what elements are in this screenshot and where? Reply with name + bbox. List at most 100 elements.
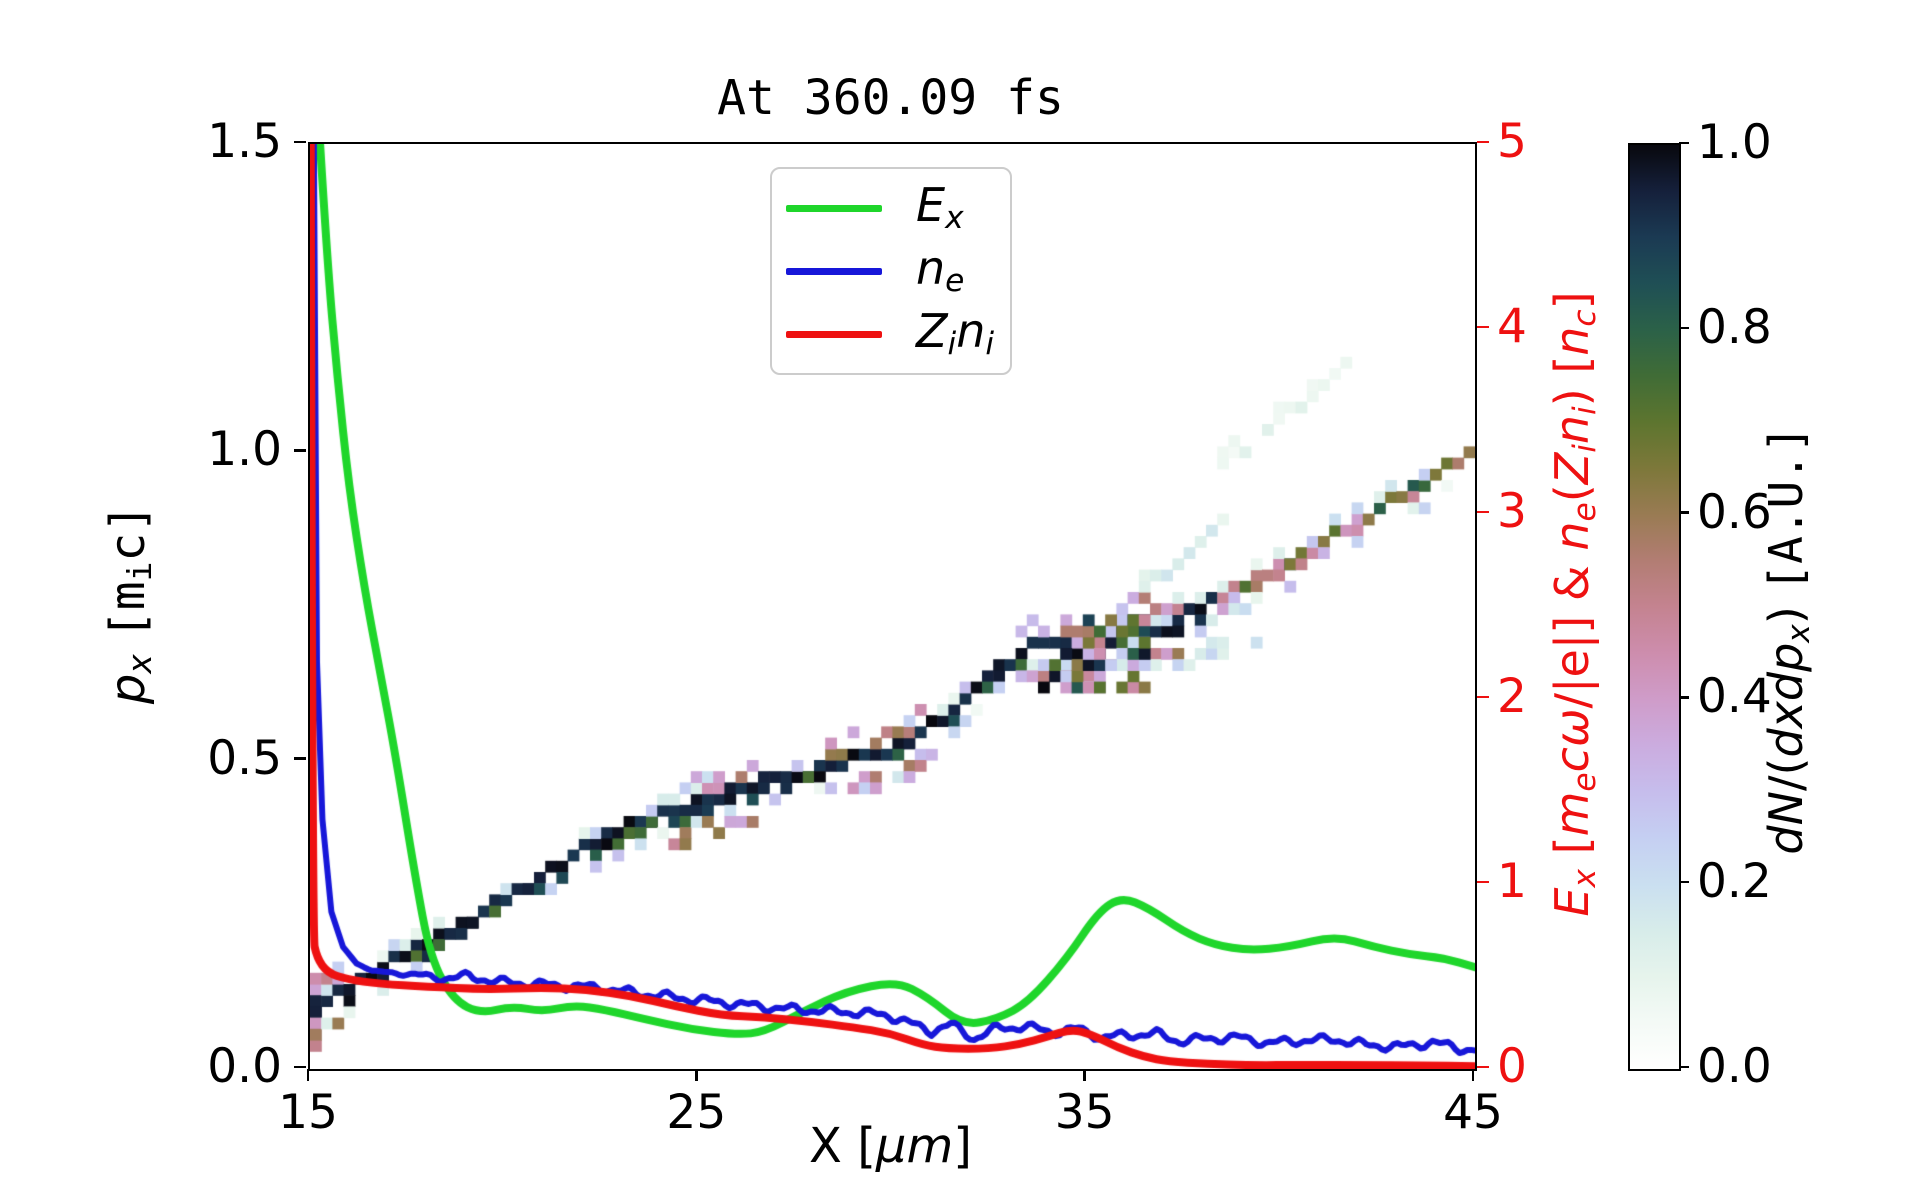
label-segment: [100, 639, 156, 654]
label-segment: n: [1545, 414, 1599, 445]
label-segment: ): [1759, 591, 1813, 625]
colorbar-tick-label: 0.4: [1697, 669, 1772, 725]
label-segment: E: [1545, 887, 1599, 917]
label-segment: n: [916, 241, 946, 295]
label-segment: ω: [1545, 708, 1599, 748]
label-segment: i: [947, 325, 957, 362]
x-tick-mark: [695, 1069, 698, 1081]
colorbar-tick-label: 0.2: [1697, 854, 1772, 910]
y-right-tick-mark: [1477, 510, 1489, 514]
legend-line-swatch: [786, 204, 882, 212]
label-segment: c: [1545, 747, 1599, 773]
y-left-tick-label: 1.5: [207, 114, 282, 169]
colorbar-tick-label: 0.8: [1697, 299, 1772, 355]
x-tick-label: 45: [1443, 1085, 1503, 1140]
label-segment: dN: [1759, 790, 1813, 855]
y-left-tick-mark: [294, 1065, 306, 1069]
y-right-tick-mark: [1477, 325, 1489, 329]
colorbar-tick-label: 0.0: [1697, 1039, 1772, 1094]
label-segment: ]: [1545, 291, 1599, 310]
colorbar-tick-mark: [1679, 1065, 1689, 1069]
y-right-tick-label: 3: [1497, 484, 1527, 539]
colorbar-label: dN/(dxdpx) [A.U.]: [1759, 425, 1817, 855]
colorbar-gradient: [1630, 145, 1679, 1069]
legend-entry-ne: ne: [772, 243, 1010, 299]
colorbar-tick-mark: [1679, 880, 1689, 884]
legend-line-swatch: [786, 330, 882, 338]
y-right-tick-label: 1: [1497, 854, 1527, 909]
colorbar-tick-mark: [1679, 326, 1689, 330]
y-right-tick-label: 0: [1497, 1039, 1527, 1094]
label-segment: Z: [1545, 452, 1599, 485]
x-tick-label: 25: [666, 1085, 727, 1140]
y-left-tick-label: 0.5: [207, 730, 282, 786]
label-segment: e: [1566, 772, 1603, 792]
label-segment: c: [1566, 309, 1603, 327]
plot-title: At 360.09 fs: [717, 70, 1064, 126]
label-segment: n: [956, 304, 986, 358]
x-tick-mark: [306, 1069, 310, 1081]
label-segment: x: [1566, 868, 1603, 888]
label-segment: n: [1545, 326, 1599, 356]
y-left-tick-mark: [294, 757, 306, 760]
label-segment: ) [: [1545, 355, 1599, 407]
legend: Ex ne Zini: [770, 167, 1012, 375]
label-segment: m: [1545, 791, 1599, 837]
label-segment: i: [121, 561, 160, 582]
y-right-tick-label: 5: [1497, 114, 1527, 169]
label-segment: e: [945, 262, 965, 299]
y-right-tick-mark: [1477, 1065, 1489, 1069]
label-segment: x: [121, 654, 160, 674]
colorbar: [1628, 143, 1681, 1071]
y-left-tick-label: 1.0: [207, 422, 282, 478]
label-segment: ]: [953, 1118, 972, 1174]
y-right-tick-mark: [1477, 880, 1489, 884]
label-segment: x: [945, 199, 964, 236]
y-left-tick-mark: [294, 140, 306, 144]
legend-entry-Ex: Ex: [772, 180, 1010, 236]
label-segment: /|e|] &: [1545, 550, 1599, 709]
colorbar-tick-mark: [1679, 141, 1689, 145]
label-segment: E: [916, 178, 946, 232]
y-right-tick-mark: [1477, 695, 1489, 699]
label-segment: X [: [809, 1118, 876, 1174]
legend-label: Ex: [916, 180, 964, 236]
y-axis-label-right: Ex [mecω/|e|] & ne(Zini) [nc]: [1545, 291, 1603, 917]
y-right-tick-label: 4: [1497, 299, 1527, 354]
label-segment: μm: [875, 1118, 954, 1174]
label-segment: /(: [1759, 757, 1813, 791]
label-segment: i: [1566, 406, 1603, 415]
label-segment: i: [985, 325, 995, 362]
y-left-tick-mark: [294, 449, 306, 452]
y-left-tick-label: 0.0: [207, 1039, 282, 1094]
label-segment: x: [1780, 624, 1817, 643]
colorbar-tick-mark: [1679, 511, 1689, 514]
label-segment: [m: [100, 581, 156, 640]
label-segment: (: [1545, 484, 1599, 503]
label-segment: dxdp: [1759, 642, 1813, 758]
label-segment: e: [1566, 502, 1603, 522]
legend-line-swatch: [786, 267, 882, 275]
y-right-tick-label: 2: [1497, 669, 1527, 724]
legend-label: ne: [916, 243, 964, 299]
y-right-tick-mark: [1477, 140, 1489, 144]
colorbar-tick-label: 0.6: [1697, 484, 1772, 540]
label-segment: n: [1545, 521, 1599, 551]
x-tick-mark: [1083, 1069, 1086, 1081]
colorbar-tick-mark: [1679, 696, 1689, 699]
label-segment: p: [100, 673, 156, 705]
x-axis-label: X [μm]: [308, 1118, 1473, 1174]
colorbar-tick-label: 1.0: [1697, 115, 1772, 170]
label-segment: c]: [100, 503, 156, 562]
legend-entry-Zini: Zini: [772, 306, 1010, 362]
x-tick-label: 15: [278, 1085, 338, 1140]
y-axis-label-left: px [mic]: [100, 503, 160, 705]
label-segment: [: [1545, 836, 1599, 869]
label-segment: [A.U.]: [1759, 425, 1813, 592]
x-tick-label: 35: [1054, 1085, 1115, 1140]
label-segment: Z: [916, 304, 948, 358]
x-tick-mark: [1471, 1069, 1475, 1081]
legend-label: Zini: [916, 306, 994, 362]
label-segment: i: [1566, 444, 1603, 453]
